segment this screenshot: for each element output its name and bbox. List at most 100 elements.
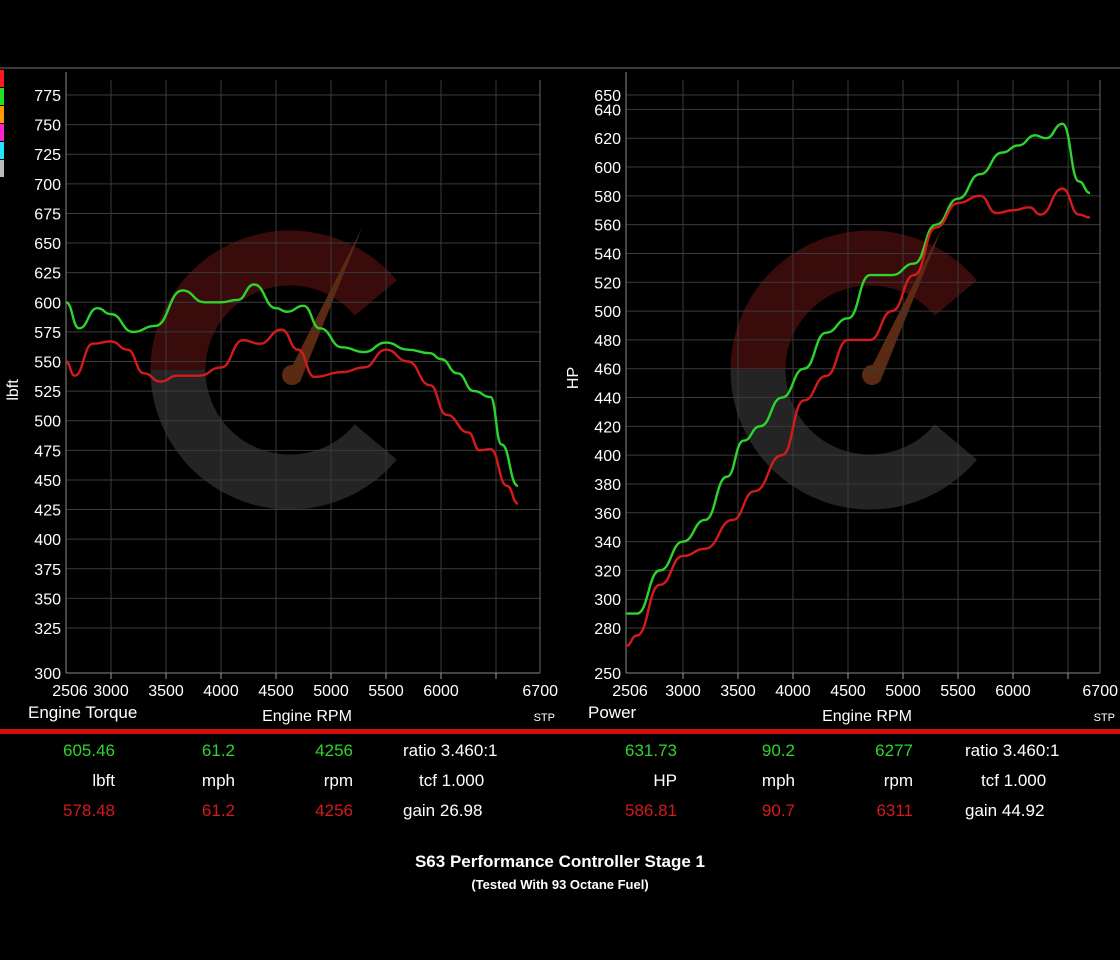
x-tick-label: 4500	[258, 683, 294, 700]
dyno-charts: 300 325 350 375 400 425 450 475 500 525 550 575 600 6…	[5, 72, 1118, 725]
y-tick-label: 400	[34, 532, 61, 549]
watermark-needle-icon	[866, 228, 942, 382]
y-tick-label: 340	[594, 535, 621, 552]
power-run1-mph: 90.2	[761, 741, 795, 760]
torque-mph-unit: mph	[201, 771, 235, 790]
x-tick-label: 2506	[52, 683, 88, 700]
y-tick-label: 600	[594, 160, 621, 177]
x-tick-label: 4000	[775, 683, 811, 700]
watermark-logo-red-arc	[730, 230, 977, 371]
red-divider	[0, 729, 1120, 734]
y-tick-label: 725	[34, 147, 61, 164]
y-tick-label: 480	[594, 333, 621, 350]
y-tick-label: 520	[594, 275, 621, 292]
run-color-swatch	[0, 160, 4, 177]
y-tick-label: 675	[34, 206, 61, 223]
power-run2-mph: 90.7	[761, 801, 795, 820]
y-tick-label: 700	[34, 177, 61, 194]
power-gain: gain 44.92	[965, 801, 1045, 820]
x-tick-label: 4500	[830, 683, 866, 700]
y-tick-label: 300	[34, 666, 61, 683]
watermark-logo-grey-arc	[150, 369, 397, 510]
x-tick-label: 5000	[885, 683, 921, 700]
torque-unit: lbft	[92, 771, 115, 790]
y-tick-label: 650	[594, 88, 621, 105]
x-axis-label: Engine RPM	[262, 708, 352, 725]
watermark-needle-hub	[862, 365, 882, 385]
watermark-needle-icon	[286, 228, 362, 382]
power-tcf: tcf 1.000	[981, 771, 1047, 790]
y-tick-label: 440	[594, 391, 621, 408]
y-tick-label: 575	[34, 325, 61, 342]
torque-gain: gain 26.98	[403, 801, 483, 820]
y-tick-label: 425	[34, 503, 61, 520]
torque-ratio: ratio 3.460:1	[403, 741, 498, 760]
x-tick-label: 3500	[720, 683, 756, 700]
y-tick-label: 360	[594, 506, 621, 523]
chart-title: Power	[588, 703, 637, 722]
footer-subtitle: (Tested With 93 Octane Fuel)	[471, 877, 649, 892]
y-tick-label: 300	[594, 592, 621, 609]
x-tick-label: 6700	[522, 683, 558, 700]
y-tick-label: 320	[594, 563, 621, 580]
x-tick-label: 3000	[665, 683, 701, 700]
x-tick-label: 6000	[995, 683, 1031, 700]
y-tick-label: 540	[594, 246, 621, 263]
y-tick-label: 380	[594, 477, 621, 494]
watermark-needle-hub	[282, 365, 302, 385]
y-axis-label: HP	[565, 367, 582, 389]
power-run1-rpm: 6277	[875, 741, 913, 760]
y-tick-label: 775	[34, 88, 61, 105]
y-axis-label: lbft	[5, 379, 22, 401]
torque-run2-mph: 61.2	[201, 801, 235, 820]
chart-title: Engine Torque	[28, 703, 137, 722]
y-tick-label: 500	[594, 304, 621, 321]
torque-run1-value: 605.46	[63, 741, 115, 760]
power-run2-value: 586.81	[625, 801, 677, 820]
x-tick-label: 5000	[313, 683, 349, 700]
run-color-swatch	[0, 142, 4, 159]
torque-tcf: tcf 1.000	[419, 771, 485, 790]
run-color-swatch	[0, 106, 4, 123]
power-mph-unit: mph	[761, 771, 795, 790]
power-ratio: ratio 3.460:1	[965, 741, 1060, 760]
y-tick-label: 375	[34, 562, 61, 579]
power-run2-rpm: 6311	[876, 801, 913, 820]
y-tick-label: 460	[594, 362, 621, 379]
y-tick-label: 650	[34, 236, 61, 253]
x-tick-label: 6000	[423, 683, 459, 700]
x-tick-label: 4000	[203, 683, 239, 700]
run-color-swatch	[0, 70, 4, 87]
run-color-swatch	[0, 88, 4, 105]
x-tick-label: 5500	[940, 683, 976, 700]
power-rpm-unit: rpm	[883, 771, 913, 790]
power-run1-value: 631.73	[625, 741, 677, 760]
y-tick-label: 580	[594, 189, 621, 206]
y-tick-label: 500	[34, 414, 61, 431]
x-tick-label: 6700	[1082, 683, 1118, 700]
power-unit: HP	[653, 771, 677, 790]
y-tick-label: 400	[594, 448, 621, 465]
run-color-swatch	[0, 124, 4, 141]
y-tick-label: 750	[34, 118, 61, 135]
top-divider	[0, 67, 1120, 69]
correction-standard-label: STP	[534, 712, 555, 724]
x-tick-label: 3500	[148, 683, 184, 700]
y-tick-label: 350	[34, 591, 61, 608]
torque-run2-value: 578.48	[63, 801, 115, 820]
x-tick-label: 2506	[612, 683, 648, 700]
footer-title: S63 Performance Controller Stage 1	[414, 852, 706, 871]
x-tick-label: 5500	[368, 683, 404, 700]
y-tick-label: 550	[34, 355, 61, 372]
y-tick-label: 600	[34, 295, 61, 312]
y-tick-label: 560	[594, 218, 621, 235]
y-tick-label: 325	[34, 621, 61, 638]
torque-run2-rpm: 4256	[315, 801, 353, 820]
y-tick-label: 250	[594, 666, 621, 683]
watermark-logo-red-arc	[150, 230, 397, 371]
y-tick-label: 420	[594, 419, 621, 436]
series-line-run1	[65, 283, 519, 488]
torque-run1-mph: 61.2	[201, 741, 235, 760]
watermark-logo-grey-arc	[730, 369, 977, 510]
torque-rpm-unit: rpm	[323, 771, 353, 790]
